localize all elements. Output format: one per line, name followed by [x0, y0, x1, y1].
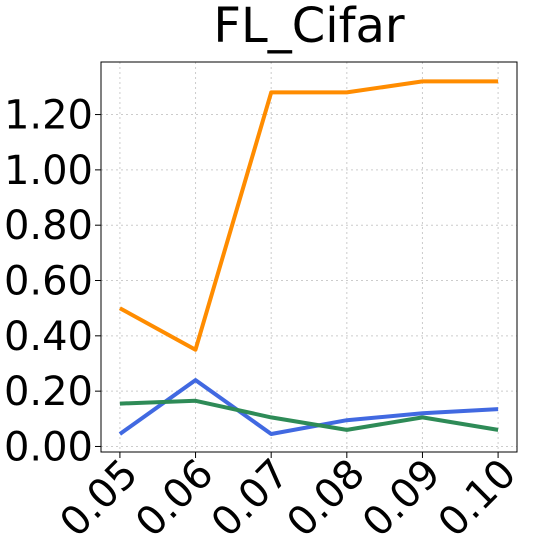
y-tick-label: 1.20: [4, 93, 93, 139]
y-tick-label: 0.80: [4, 203, 93, 249]
x-tick-label: 0.07: [203, 451, 299, 547]
series-line-2: [118, 378, 499, 436]
y-tick-label: 0.20: [4, 369, 93, 415]
y-tick-label: 0.40: [4, 314, 93, 360]
series-line-1: [118, 79, 499, 352]
chart-title: FL_Cifar: [213, 0, 405, 54]
x-tick-label: 0.10: [430, 451, 526, 547]
x-tick-label: 0.06: [127, 451, 223, 547]
grid: [101, 62, 517, 452]
plot-frame: [100, 61, 518, 453]
series-lines: [118, 79, 499, 436]
y-tick-label: 1.00: [4, 148, 93, 194]
x-axis-ticks: 0.050.060.070.080.090.10: [51, 451, 525, 547]
y-axis-ticks: 0.00 0.20 0.40 0.60 0.80 1.00 1.20: [4, 93, 101, 470]
series-line-3: [119, 398, 499, 432]
y-tick-label: 0.00: [4, 424, 93, 470]
x-tick-label: 0.08: [278, 451, 374, 547]
y-tick-label: 0.60: [4, 259, 93, 305]
x-tick-label: 0.09: [354, 451, 450, 547]
